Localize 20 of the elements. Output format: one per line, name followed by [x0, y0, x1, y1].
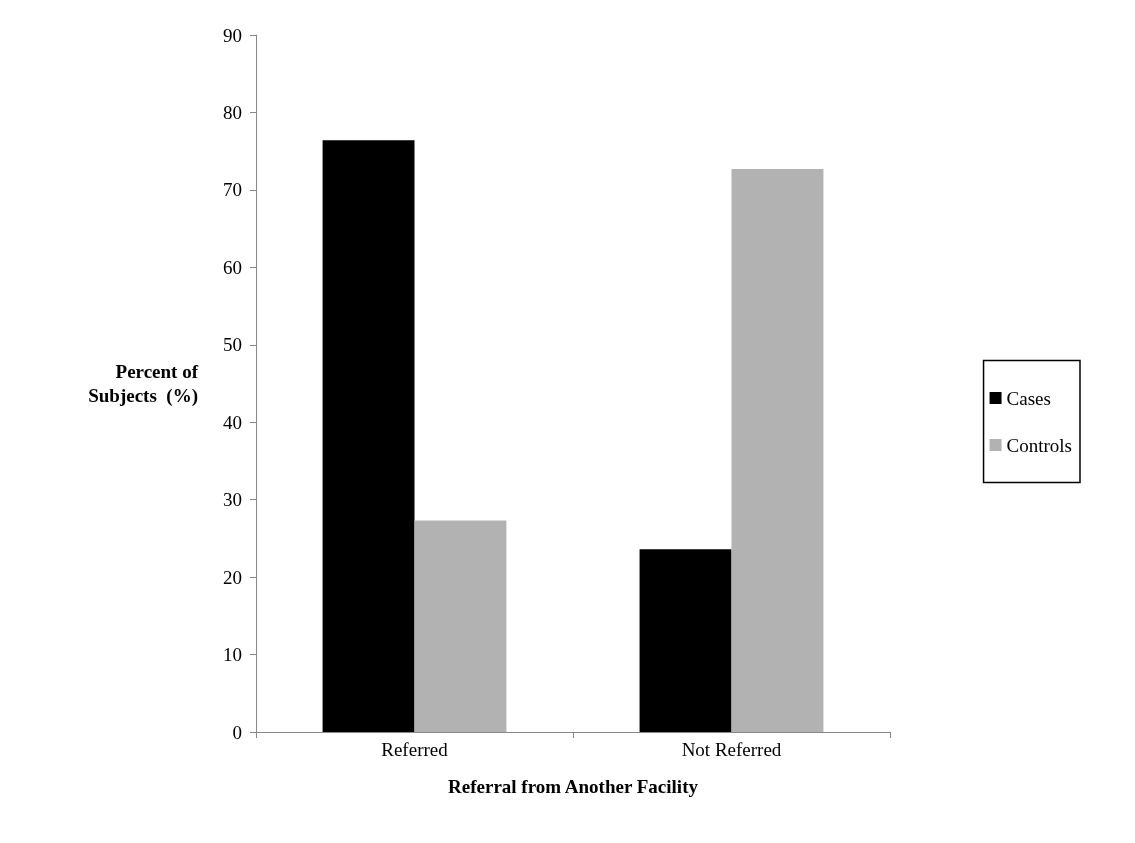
y-tick-label: 10	[223, 644, 242, 666]
bar	[639, 549, 732, 732]
legend-label: Controls	[1006, 434, 1072, 456]
x-tick-label: Referred	[381, 739, 449, 760]
bar	[731, 168, 824, 732]
y-tick-label: 70	[223, 179, 242, 201]
y-tick-label: 0	[232, 721, 242, 743]
y-tick-label: 90	[223, 24, 242, 46]
x-axis-title: Referral from Another Facility	[448, 776, 699, 797]
x-tick-label: Not Referred	[681, 739, 782, 760]
bar	[322, 140, 415, 732]
y-tick-label: 80	[223, 101, 242, 123]
y-tick-label: 20	[223, 566, 242, 588]
y-axis-title: Percent of Subjects (%)	[88, 361, 199, 407]
legend-label: Cases	[1006, 387, 1051, 409]
y-tick-label: 60	[223, 256, 242, 278]
y-tick-label: 40	[223, 411, 242, 433]
y-tick-label: 50	[223, 334, 242, 356]
y-tick-label: 30	[223, 489, 242, 511]
bar	[414, 520, 507, 732]
